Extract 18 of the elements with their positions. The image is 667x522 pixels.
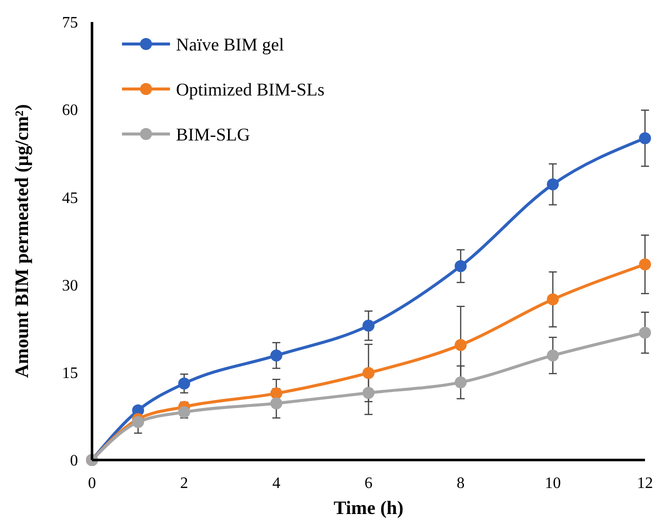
- legend-label: Optimized BIM-SLs: [176, 79, 324, 100]
- y-tick-label: 0: [70, 452, 78, 470]
- legend-label: Naïve BIM gel: [176, 34, 284, 54]
- y-tick-label: 75: [62, 14, 78, 32]
- y-tick-label: 30: [62, 277, 78, 294]
- x-axis-title: Time (h): [334, 498, 404, 519]
- x-tick-label: 2: [180, 475, 188, 492]
- x-tick-label: 12: [637, 475, 653, 492]
- x-tick-label: 4: [272, 475, 280, 492]
- y-tick-label: 45: [62, 190, 78, 207]
- x-tick-label: 6: [364, 475, 372, 492]
- x-tick-label: 10: [544, 475, 561, 492]
- y-tick-label: 15: [62, 365, 78, 382]
- y-axis-title: Amount BIM permeated (µg/cm²): [12, 104, 33, 378]
- legend-label: BIM-SLG: [176, 124, 250, 144]
- y-tick-label: 60: [62, 102, 78, 120]
- x-tick-label: 0: [88, 475, 96, 492]
- x-tick-label: 8: [456, 475, 465, 492]
